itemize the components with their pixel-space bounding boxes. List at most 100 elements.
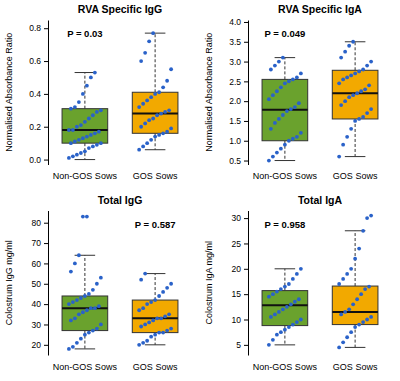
point	[271, 338, 275, 342]
whisker-cap	[145, 344, 166, 345]
y-tick-label: 0.0	[29, 155, 41, 165]
point	[369, 315, 373, 319]
point	[95, 110, 99, 114]
point	[341, 340, 345, 344]
y-tick-mark	[244, 121, 248, 122]
y-tick-mark	[44, 160, 48, 161]
point	[159, 316, 163, 320]
title: RVA Specific IgA	[278, 3, 362, 15]
plot-area	[262, 214, 378, 350]
point	[165, 79, 169, 83]
y-tick-label: 2.5	[229, 77, 241, 87]
y-tick: 0.5	[229, 156, 248, 166]
point	[157, 294, 161, 298]
y-tick-label: 15	[232, 289, 242, 299]
point	[281, 56, 285, 60]
y-tick-mark	[244, 81, 248, 82]
title: Total IgA	[298, 194, 343, 206]
point	[339, 103, 343, 107]
y-tick-label: 10	[232, 315, 242, 325]
point	[345, 272, 349, 276]
point	[87, 331, 91, 335]
point	[287, 139, 291, 143]
x-tick-label: GOS Sows	[133, 362, 178, 372]
whisker-cap	[145, 33, 166, 34]
y-axis: 0.51.01.52.02.53.03.54.0	[229, 17, 248, 166]
point	[341, 277, 345, 281]
point	[347, 95, 351, 99]
point	[97, 304, 101, 308]
point	[343, 99, 347, 103]
y-tick-label: 80	[32, 218, 42, 228]
point	[345, 135, 349, 139]
point	[83, 294, 87, 298]
point	[141, 306, 145, 310]
point	[365, 64, 369, 68]
point	[137, 343, 141, 347]
point	[355, 297, 359, 301]
point	[71, 154, 75, 158]
point	[167, 312, 171, 316]
point	[81, 215, 85, 219]
point	[95, 143, 99, 147]
y-axis-title: Colostrum IgA mg/ml	[204, 241, 214, 325]
y-tick: 10	[232, 315, 248, 325]
x-tick-label: Non-GOS Sows	[53, 362, 118, 372]
point	[93, 306, 97, 310]
point	[361, 115, 365, 119]
median	[132, 317, 178, 319]
point	[151, 31, 155, 35]
point	[149, 300, 153, 304]
point	[143, 272, 147, 276]
point	[271, 93, 275, 97]
point	[139, 125, 143, 129]
point	[349, 267, 353, 271]
point	[99, 276, 103, 280]
whisker-cap	[75, 348, 96, 349]
point	[81, 136, 85, 140]
point	[141, 145, 145, 149]
x-tick-label: Non-GOS Sows	[253, 362, 318, 372]
point	[137, 148, 141, 152]
median	[132, 113, 178, 115]
point	[289, 107, 293, 111]
upper-whisker	[284, 58, 285, 80]
y-tick-mark	[44, 28, 48, 29]
point	[353, 257, 357, 261]
y-tick: 2.0	[229, 96, 248, 106]
y-tick: 2.5	[229, 77, 248, 87]
point	[365, 318, 369, 322]
point	[363, 87, 367, 91]
point	[287, 79, 291, 83]
upper-whisker	[155, 274, 156, 300]
median	[262, 109, 308, 111]
point	[361, 229, 365, 233]
point	[73, 262, 77, 266]
point	[91, 329, 95, 333]
point	[85, 215, 89, 219]
point	[289, 302, 293, 306]
point	[157, 331, 161, 335]
y-tick-label: 0.5	[229, 156, 241, 166]
point	[157, 90, 161, 94]
point	[137, 308, 141, 312]
y-axis-line	[248, 21, 249, 166]
point	[69, 270, 73, 274]
y-axis-line	[248, 211, 249, 356]
point	[87, 117, 91, 121]
point	[365, 216, 369, 220]
y-tick-label: 3.0	[229, 57, 241, 67]
point	[99, 323, 103, 327]
point	[67, 156, 71, 160]
point	[139, 325, 143, 329]
point	[147, 39, 151, 43]
box-body	[332, 70, 378, 119]
y-tick-label: 30	[232, 213, 242, 223]
y-tick: 50	[32, 279, 48, 289]
point	[153, 333, 157, 337]
whisker-cap	[145, 149, 166, 150]
point	[295, 320, 299, 324]
point	[145, 339, 149, 343]
point	[295, 76, 299, 80]
point	[279, 330, 283, 334]
